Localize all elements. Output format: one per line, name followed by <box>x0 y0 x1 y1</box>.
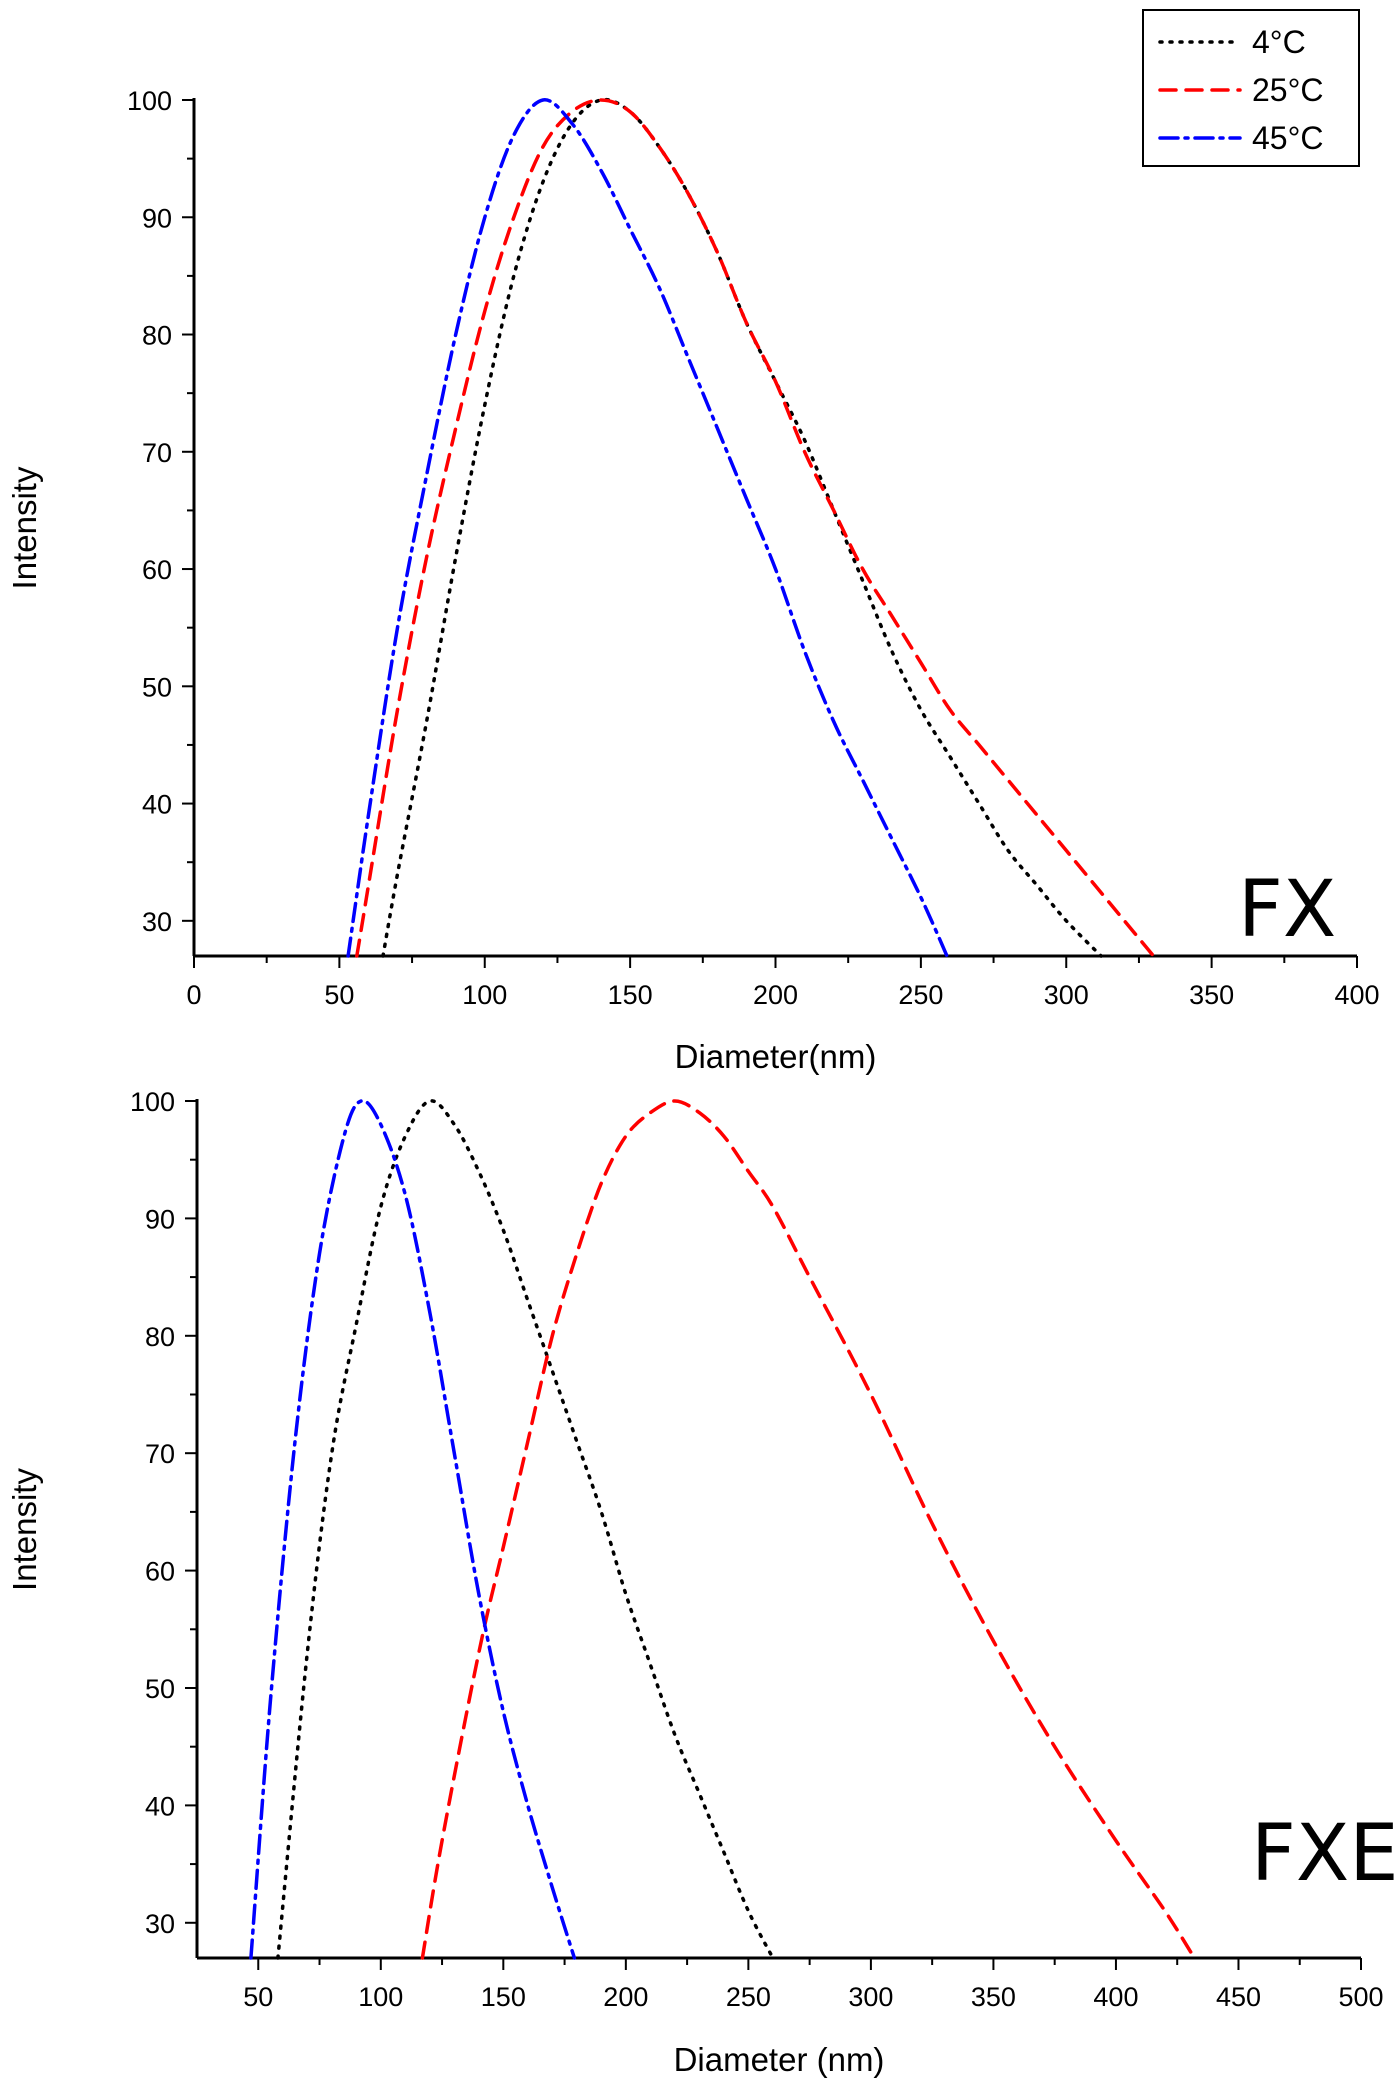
legend-box <box>1142 9 1360 167</box>
y-tick-label: 90 <box>142 203 172 233</box>
panel-fx: 0 50 100 150 200 250 300 350 400 30 40 50 60 70 80 90 10… <box>6 86 1380 1075</box>
x-tick-label: 50 <box>243 1982 273 2012</box>
y-tick-label: 70 <box>142 438 172 468</box>
y-tick-label: 100 <box>130 1087 175 1117</box>
y-tick-label: 50 <box>145 1674 175 1704</box>
y-axis-title: Intensity <box>6 1468 43 1591</box>
panel-label: FX <box>1238 865 1336 955</box>
legend-label-45-c: 45°C <box>1252 120 1324 156</box>
y-tick-label: 30 <box>142 907 172 937</box>
panel-fxe: 50 100 150 200 250 300 350 400 450 500 30 40 50 60 70 8… <box>6 1087 1394 2078</box>
y-tick-label: 50 <box>142 672 172 702</box>
y-tick-label: 70 <box>145 1439 175 1469</box>
x-tick-label: 200 <box>753 980 798 1010</box>
x-axis-title: Diameter(nm) <box>675 1038 877 1075</box>
y-tick-label: 80 <box>145 1322 175 1352</box>
x-tick-label: 0 <box>186 980 201 1010</box>
y-tick-label: 80 <box>142 321 172 351</box>
x-tick-label: 300 <box>848 1982 893 2012</box>
x-tick-label: 300 <box>1044 980 1089 1010</box>
series-line-4-c-fx <box>381 97 1103 958</box>
y-axis-title: Intensity <box>6 466 43 589</box>
panel-label: FXE <box>1251 1809 1394 1899</box>
x-tick-label: 400 <box>1093 1982 1138 2012</box>
x-tick-label: 250 <box>898 980 943 1010</box>
x-tick-label: 100 <box>358 1982 403 2012</box>
series-line-25-c-fx <box>355 98 1156 958</box>
legend: 4°C 25°C 45°C <box>1142 9 1360 167</box>
series-line-4-c-fxe <box>276 1099 775 1960</box>
x-tick-label: 150 <box>481 1982 526 2012</box>
y-tick-label: 40 <box>142 790 172 820</box>
x-tick-label: 500 <box>1338 1982 1383 2012</box>
y-tick-label: 30 <box>145 1909 175 1939</box>
legend-label-4-c: 4°C <box>1252 24 1306 60</box>
y-tick-label: 90 <box>145 1204 175 1234</box>
x-tick-label: 100 <box>462 980 507 1010</box>
x-tick-label: 50 <box>324 980 354 1010</box>
x-tick-label: 450 <box>1216 1982 1261 2012</box>
x-tick-label: 150 <box>608 980 653 1010</box>
series-line-25-c-fxe <box>420 1099 1197 1960</box>
x-tick-label: 350 <box>1189 980 1234 1010</box>
legend-label-25-c: 25°C <box>1252 72 1324 108</box>
y-tick-label: 60 <box>145 1557 175 1587</box>
x-tick-label: 400 <box>1334 980 1379 1010</box>
y-tick-label: 100 <box>127 86 172 116</box>
x-tick-label: 200 <box>603 1982 648 2012</box>
x-tick-label: 350 <box>971 1982 1016 2012</box>
y-tick-label: 40 <box>145 1791 175 1821</box>
x-tick-label: 250 <box>726 1982 771 2012</box>
series-line-45-c-fxe <box>249 1099 577 1960</box>
x-axis-title: Diameter (nm) <box>674 2041 885 2078</box>
y-tick-label: 60 <box>142 555 172 585</box>
series-line-45-c-fx <box>346 98 949 958</box>
